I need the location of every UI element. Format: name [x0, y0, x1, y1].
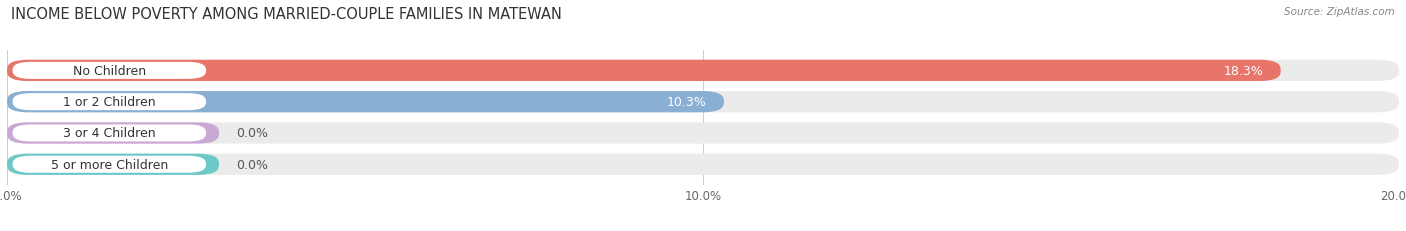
FancyBboxPatch shape: [13, 63, 207, 79]
FancyBboxPatch shape: [7, 154, 219, 175]
Text: INCOME BELOW POVERTY AMONG MARRIED-COUPLE FAMILIES IN MATEWAN: INCOME BELOW POVERTY AMONG MARRIED-COUPL…: [11, 7, 562, 22]
FancyBboxPatch shape: [7, 61, 1399, 82]
Text: 0.0%: 0.0%: [236, 158, 269, 171]
FancyBboxPatch shape: [7, 92, 724, 113]
FancyBboxPatch shape: [7, 154, 1399, 175]
FancyBboxPatch shape: [13, 94, 207, 111]
Text: Source: ZipAtlas.com: Source: ZipAtlas.com: [1284, 7, 1395, 17]
Text: No Children: No Children: [73, 65, 146, 78]
Text: 18.3%: 18.3%: [1223, 65, 1263, 78]
Text: 1 or 2 Children: 1 or 2 Children: [63, 96, 156, 109]
Text: 0.0%: 0.0%: [236, 127, 269, 140]
Text: 10.3%: 10.3%: [666, 96, 706, 109]
FancyBboxPatch shape: [7, 61, 1281, 82]
FancyBboxPatch shape: [13, 156, 207, 173]
Text: 3 or 4 Children: 3 or 4 Children: [63, 127, 156, 140]
FancyBboxPatch shape: [7, 92, 1399, 113]
FancyBboxPatch shape: [13, 125, 207, 142]
Text: 5 or more Children: 5 or more Children: [51, 158, 167, 171]
FancyBboxPatch shape: [7, 123, 219, 144]
FancyBboxPatch shape: [7, 123, 1399, 144]
